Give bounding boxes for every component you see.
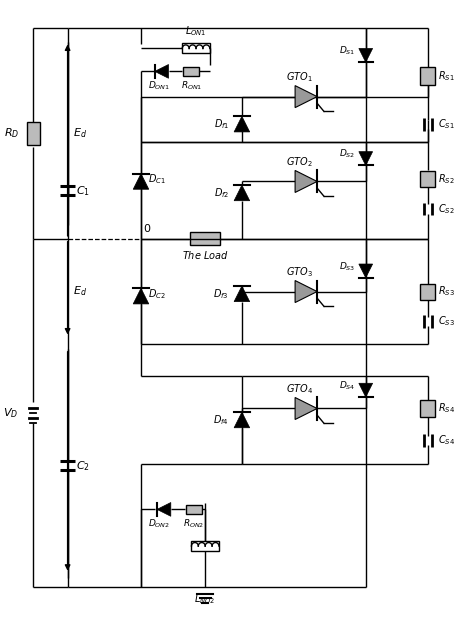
- Polygon shape: [155, 64, 169, 78]
- Text: $E_d$: $E_d$: [73, 127, 87, 140]
- Text: $D_{S3}$: $D_{S3}$: [339, 260, 356, 273]
- Polygon shape: [359, 383, 373, 397]
- Polygon shape: [133, 174, 149, 189]
- Text: $D_{C1}$: $D_{C1}$: [148, 172, 166, 186]
- Bar: [27, 122, 40, 145]
- Text: $C_{S1}$: $C_{S1}$: [438, 117, 455, 131]
- Text: $R_{S4}$: $R_{S4}$: [438, 402, 455, 415]
- Polygon shape: [295, 86, 317, 108]
- Polygon shape: [133, 289, 149, 304]
- Bar: [182, 43, 210, 54]
- Text: $R_{S1}$: $R_{S1}$: [438, 69, 455, 83]
- Polygon shape: [295, 397, 317, 420]
- Text: $D_{f2}$: $D_{f2}$: [214, 186, 229, 200]
- Polygon shape: [295, 281, 317, 303]
- Polygon shape: [234, 412, 250, 428]
- Text: $C_{S4}$: $C_{S4}$: [438, 434, 455, 447]
- Text: $L_{ON1}$: $L_{ON1}$: [185, 25, 207, 38]
- Polygon shape: [234, 286, 250, 302]
- Text: $L_{NO2}$: $L_{NO2}$: [194, 592, 216, 606]
- Polygon shape: [359, 48, 373, 62]
- Text: $The\ Load$: $The\ Load$: [182, 249, 228, 261]
- Text: $E_d$: $E_d$: [73, 285, 87, 298]
- Text: $D_{C2}$: $D_{C2}$: [148, 287, 166, 301]
- Text: $R_{S3}$: $R_{S3}$: [438, 285, 455, 298]
- Text: $C_{S3}$: $C_{S3}$: [438, 315, 455, 328]
- Text: $GTO_3$: $GTO_3$: [286, 265, 313, 279]
- Text: $D_{ON2}$: $D_{ON2}$: [148, 517, 170, 530]
- Text: $D_{f1}$: $D_{f1}$: [213, 117, 229, 131]
- Polygon shape: [359, 151, 373, 166]
- Polygon shape: [234, 116, 250, 132]
- Polygon shape: [157, 502, 171, 516]
- Text: $R_{ON1}$: $R_{ON1}$: [181, 80, 202, 92]
- Text: $C_2$: $C_2$: [76, 459, 90, 473]
- Text: $0$: $0$: [143, 222, 152, 234]
- Text: $V_D$: $V_D$: [3, 406, 18, 420]
- Text: $GTO_4$: $GTO_4$: [286, 383, 313, 396]
- Text: $GTO_2$: $GTO_2$: [286, 155, 312, 169]
- Bar: [420, 400, 435, 417]
- Bar: [420, 284, 435, 300]
- Bar: [183, 67, 200, 76]
- Bar: [186, 505, 202, 514]
- Text: $D_{S4}$: $D_{S4}$: [339, 379, 356, 392]
- Text: $R_D$: $R_D$: [4, 127, 19, 140]
- Bar: [420, 171, 435, 187]
- Polygon shape: [295, 171, 317, 192]
- Text: $GTO_1$: $GTO_1$: [286, 70, 313, 84]
- Text: $D_{ON1}$: $D_{ON1}$: [148, 80, 170, 92]
- Text: $R_{ON2}$: $R_{ON2}$: [183, 517, 204, 530]
- Text: $C_{S2}$: $C_{S2}$: [438, 202, 455, 216]
- Bar: [191, 541, 219, 551]
- Polygon shape: [234, 185, 250, 201]
- Bar: [190, 232, 220, 245]
- Polygon shape: [359, 264, 373, 277]
- Text: $C_1$: $C_1$: [76, 184, 90, 198]
- Bar: [420, 67, 435, 85]
- Text: $D_{S2}$: $D_{S2}$: [339, 148, 356, 160]
- Text: $D_{S1}$: $D_{S1}$: [339, 44, 356, 57]
- Text: $D_{f3}$: $D_{f3}$: [213, 287, 229, 301]
- Text: $R_{S2}$: $R_{S2}$: [438, 172, 455, 186]
- Text: $D_{f4}$: $D_{f4}$: [213, 413, 229, 427]
